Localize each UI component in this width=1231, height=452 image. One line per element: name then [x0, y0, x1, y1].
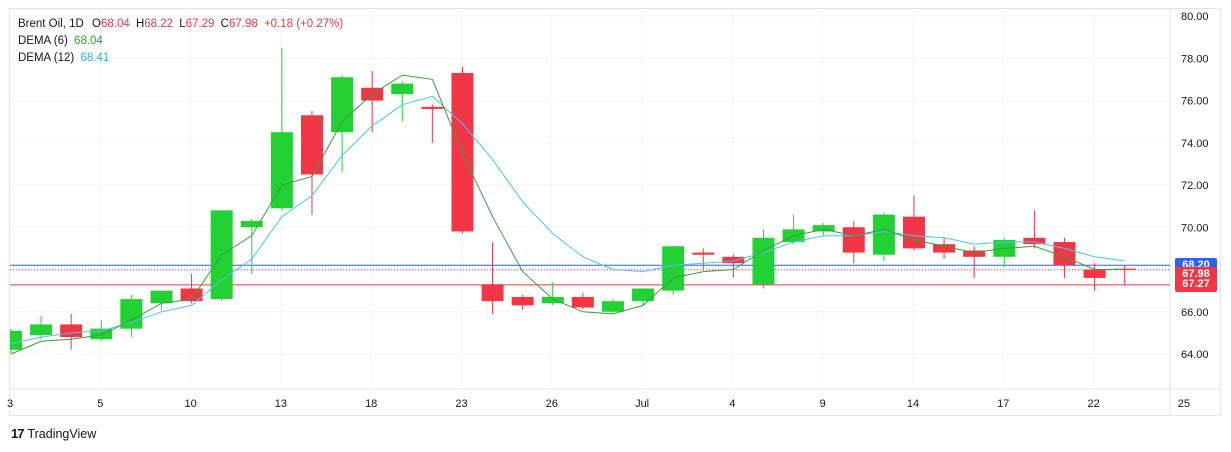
- y-tick-label: 72.00: [1181, 180, 1209, 192]
- x-tick-label: 26: [546, 398, 558, 410]
- dema12-value: 68.41: [80, 52, 110, 64]
- y-tick-label: 66.00: [1181, 307, 1209, 319]
- dema6-line[interactable]: [10, 74, 1125, 355]
- close-label: C: [220, 18, 229, 30]
- tradingview-logo-icon: 17: [11, 426, 25, 441]
- candle-body[interactable]: [30, 324, 53, 335]
- dema6-legend[interactable]: DEMA (6) 68.04: [18, 33, 103, 49]
- x-tick-label: 13: [275, 398, 287, 410]
- low-price-tag: 67.27: [1175, 277, 1217, 293]
- x-tick-label: 3: [7, 398, 13, 410]
- x-tick-label: 17: [997, 398, 1009, 410]
- y-tick-label: 64.00: [1181, 349, 1209, 361]
- y-tick-label: 76.00: [1181, 96, 1209, 108]
- candle-body[interactable]: [391, 83, 414, 95]
- x-tick-label: 10: [184, 398, 196, 410]
- brand-name: TradingView: [27, 426, 97, 441]
- candle-body[interactable]: [632, 288, 655, 302]
- low-value: 67.29: [185, 18, 215, 30]
- chart-frame[interactable]: [9, 8, 1221, 416]
- low-label: L: [179, 18, 186, 30]
- x-tick-label: 14: [907, 398, 919, 410]
- ohlc-legend: Brent Oil, 1D O68.04 H68.22 L67.29 C67.9…: [18, 16, 343, 32]
- candle-body[interactable]: [240, 220, 263, 228]
- candle-body[interactable]: [662, 246, 685, 291]
- x-tick-label: 5: [97, 398, 103, 410]
- candle-body[interactable]: [872, 214, 895, 255]
- candle-body[interactable]: [902, 216, 925, 249]
- change-value: +0.18 (+0.27%): [263, 18, 344, 30]
- candle-body[interactable]: [692, 252, 715, 255]
- open-label: O: [92, 18, 101, 30]
- x-tick-label: 23: [455, 398, 467, 410]
- dema12-line[interactable]: [10, 95, 1125, 344]
- plot-area: [0, 47, 1136, 355]
- candle-body[interactable]: [722, 256, 745, 264]
- x-tick-label: 9: [820, 398, 826, 410]
- candle-body[interactable]: [812, 225, 835, 232]
- candle-body[interactable]: [601, 301, 624, 312]
- candle-body[interactable]: [752, 237, 775, 285]
- high-label: H: [135, 18, 145, 30]
- dema12-legend[interactable]: DEMA (12) 68.41: [18, 50, 109, 66]
- candle-body[interactable]: [60, 324, 83, 338]
- candle-body[interactable]: [331, 77, 354, 133]
- x-tick-label: 25: [1178, 398, 1190, 410]
- candle-body[interactable]: [481, 284, 504, 302]
- candle-body[interactable]: [120, 299, 143, 329]
- symbol-label: Brent Oil, 1D: [18, 18, 84, 30]
- x-tick-label: 18: [365, 398, 377, 410]
- candle-body[interactable]: [571, 296, 594, 308]
- dema12-label: DEMA (12): [18, 52, 75, 64]
- dema6-label: DEMA (6): [18, 35, 68, 47]
- y-tick-label: 78.00: [1181, 53, 1209, 65]
- candle-body[interactable]: [270, 132, 293, 209]
- y-tick-label: 74.00: [1181, 138, 1209, 150]
- candle-body[interactable]: [300, 115, 323, 175]
- x-tick-label: 22: [1087, 398, 1099, 410]
- candle-body[interactable]: [421, 106, 444, 109]
- candle-body[interactable]: [0, 330, 22, 350]
- y-tick-label: 70.00: [1181, 222, 1209, 234]
- candle-body[interactable]: [1023, 237, 1046, 245]
- open-value: 68.04: [100, 18, 130, 30]
- candle-body[interactable]: [963, 250, 986, 257]
- candle-body[interactable]: [541, 296, 564, 304]
- close-value: 67.98: [228, 18, 258, 30]
- candle-body[interactable]: [1083, 269, 1106, 278]
- candle-body[interactable]: [933, 244, 956, 253]
- candle-body[interactable]: [511, 296, 534, 306]
- dema6-value: 68.04: [74, 35, 103, 47]
- candle-body[interactable]: [90, 328, 113, 340]
- tradingview-brand[interactable]: 17 TradingView: [11, 426, 96, 441]
- candle-body[interactable]: [842, 227, 865, 253]
- candle-body[interactable]: [150, 290, 173, 304]
- x-tick-label: 4: [729, 398, 735, 410]
- high-value: 68.22: [144, 18, 174, 30]
- x-tick-label: Jul: [635, 398, 649, 410]
- y-tick-label: 80.00: [1181, 11, 1209, 23]
